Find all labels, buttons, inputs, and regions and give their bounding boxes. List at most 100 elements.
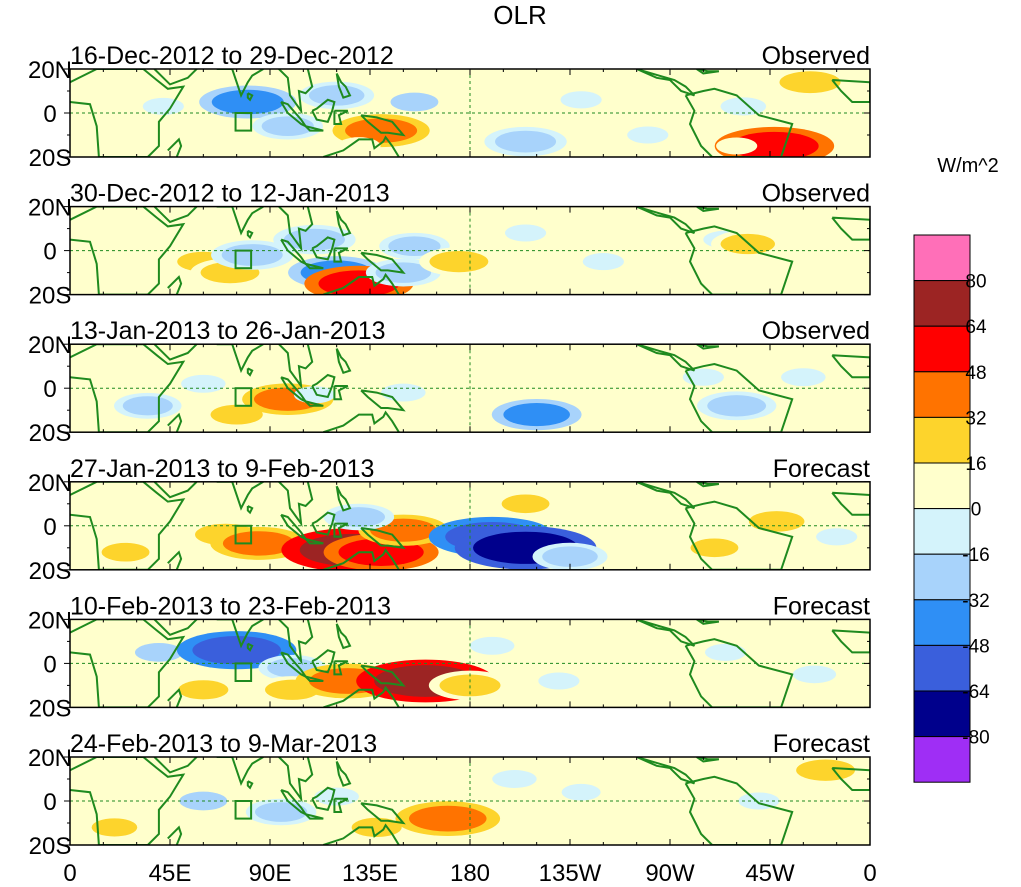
coastline bbox=[311, 649, 336, 674]
colorbar-tick-label: -16 bbox=[962, 545, 989, 566]
anomaly-core bbox=[91, 818, 138, 837]
y-tick-label: 20N bbox=[28, 57, 72, 84]
panel-kind: Forecast bbox=[773, 455, 870, 483]
coastline bbox=[153, 481, 199, 499]
coastline bbox=[70, 481, 186, 570]
anomaly-core bbox=[582, 253, 624, 271]
anomaly-core bbox=[690, 538, 739, 558]
index-region-box bbox=[234, 112, 253, 132]
panel-group: 20N 0 20S 16-Dec-2012 to 29-Dec-2012 Observe… bbox=[28, 42, 871, 860]
coastline bbox=[684, 225, 794, 295]
coastline bbox=[311, 511, 336, 536]
anomaly-core bbox=[492, 770, 537, 788]
coastline bbox=[167, 825, 183, 845]
colorbar-tick-label: 64 bbox=[965, 317, 987, 338]
panel-period: 10-Feb-2013 to 23-Feb-2013 bbox=[70, 592, 391, 620]
coastline bbox=[360, 389, 406, 412]
coastline bbox=[278, 481, 314, 528]
coastline bbox=[216, 481, 264, 511]
anomaly-core bbox=[440, 358, 478, 375]
coastline bbox=[278, 69, 314, 115]
panel-kind: Observed bbox=[762, 42, 870, 70]
coastline bbox=[322, 823, 400, 845]
coastline bbox=[360, 251, 406, 274]
coastline bbox=[335, 72, 352, 99]
index-region-box bbox=[234, 800, 253, 820]
panel-period: 16-Dec-2012 to 29-Dec-2012 bbox=[70, 42, 394, 70]
coastline bbox=[831, 216, 870, 241]
panel-3: 20N 0 20S 13-Jan-2013 to 26-Jan-2013 Observe… bbox=[28, 317, 871, 447]
index-region-box bbox=[234, 387, 253, 407]
coastline bbox=[311, 373, 336, 399]
coastline bbox=[70, 206, 186, 295]
coastline bbox=[216, 206, 264, 236]
panel-period: 13-Jan-2013 to 26-Jan-2013 bbox=[70, 317, 386, 345]
colorbar-tick-label: 0 bbox=[971, 500, 982, 521]
colorbar: W/m^2 80 64 48 32 16 0 -16 -32 -48 -64 -80 bbox=[913, 155, 999, 783]
y-tick-label: 0 bbox=[43, 514, 56, 541]
anomaly-core bbox=[261, 116, 314, 137]
x-tick-label: 0 bbox=[863, 860, 876, 887]
chart-title: OLR bbox=[493, 0, 546, 30]
colorbar-tick-label: 32 bbox=[965, 408, 986, 429]
y-tick-label: 20N bbox=[28, 607, 72, 634]
coastline bbox=[696, 619, 720, 625]
panel-period: 30-Dec-2012 to 12-Jan-2013 bbox=[70, 180, 390, 208]
anomaly-core bbox=[337, 137, 381, 155]
coastline bbox=[335, 760, 352, 787]
coastline bbox=[831, 79, 870, 103]
panel-kind: Observed bbox=[762, 180, 870, 208]
y-tick-label: 20S bbox=[29, 145, 72, 172]
colorbar-tick-label: -48 bbox=[962, 636, 989, 657]
colorbar-swatch bbox=[913, 371, 971, 418]
anomaly-core bbox=[345, 118, 418, 143]
coastline bbox=[684, 362, 794, 433]
coastline bbox=[70, 344, 186, 433]
coastline bbox=[831, 491, 870, 516]
coastline bbox=[311, 98, 336, 123]
x-tick-label: 0 bbox=[63, 860, 76, 887]
coastline bbox=[304, 400, 324, 407]
colorbar-swatch bbox=[913, 462, 971, 510]
coastline bbox=[311, 236, 336, 261]
anomaly-core bbox=[222, 531, 295, 556]
panel-kind: Observed bbox=[762, 317, 870, 345]
coastlines bbox=[70, 481, 870, 570]
anomaly-core bbox=[178, 680, 229, 700]
panel-kind: Forecast bbox=[773, 592, 870, 620]
x-tick-label: 45E bbox=[149, 860, 192, 887]
coastline bbox=[335, 485, 352, 512]
coastline bbox=[360, 527, 406, 550]
anomaly-core bbox=[704, 643, 747, 661]
coastline bbox=[246, 229, 254, 240]
coastline bbox=[304, 262, 324, 270]
anomaly-core bbox=[210, 404, 263, 425]
coastline bbox=[333, 660, 349, 676]
y-tick-label: 0 bbox=[43, 101, 56, 128]
coastline bbox=[246, 367, 254, 377]
coastline bbox=[70, 69, 186, 157]
anomaly-core bbox=[469, 636, 515, 655]
colorbar-swatch bbox=[913, 325, 971, 373]
anomaly-core bbox=[779, 71, 841, 94]
coastline bbox=[216, 619, 264, 649]
coastline bbox=[335, 348, 352, 375]
anomaly-core bbox=[781, 368, 826, 387]
colorbar-tick-label: 80 bbox=[965, 272, 986, 293]
coastline bbox=[333, 522, 349, 538]
anomaly-core bbox=[796, 759, 855, 781]
anomaly-core bbox=[314, 787, 359, 806]
anomaly-core bbox=[716, 137, 758, 155]
anomaly-core bbox=[409, 805, 487, 832]
coastline bbox=[333, 109, 349, 125]
anomaly-core bbox=[192, 636, 281, 665]
coastline bbox=[167, 137, 183, 157]
anomaly-core bbox=[351, 817, 402, 838]
colorbar-swatch bbox=[913, 690, 971, 738]
panel-2: 20N 0 20S 30-Dec-2012 to 12-Jan-2013 Observe… bbox=[28, 180, 871, 310]
y-tick-label: 0 bbox=[43, 789, 56, 816]
coastline bbox=[360, 114, 406, 137]
coastline bbox=[335, 623, 352, 650]
anomaly-core bbox=[748, 511, 805, 532]
y-tick-label: 20S bbox=[29, 283, 72, 310]
